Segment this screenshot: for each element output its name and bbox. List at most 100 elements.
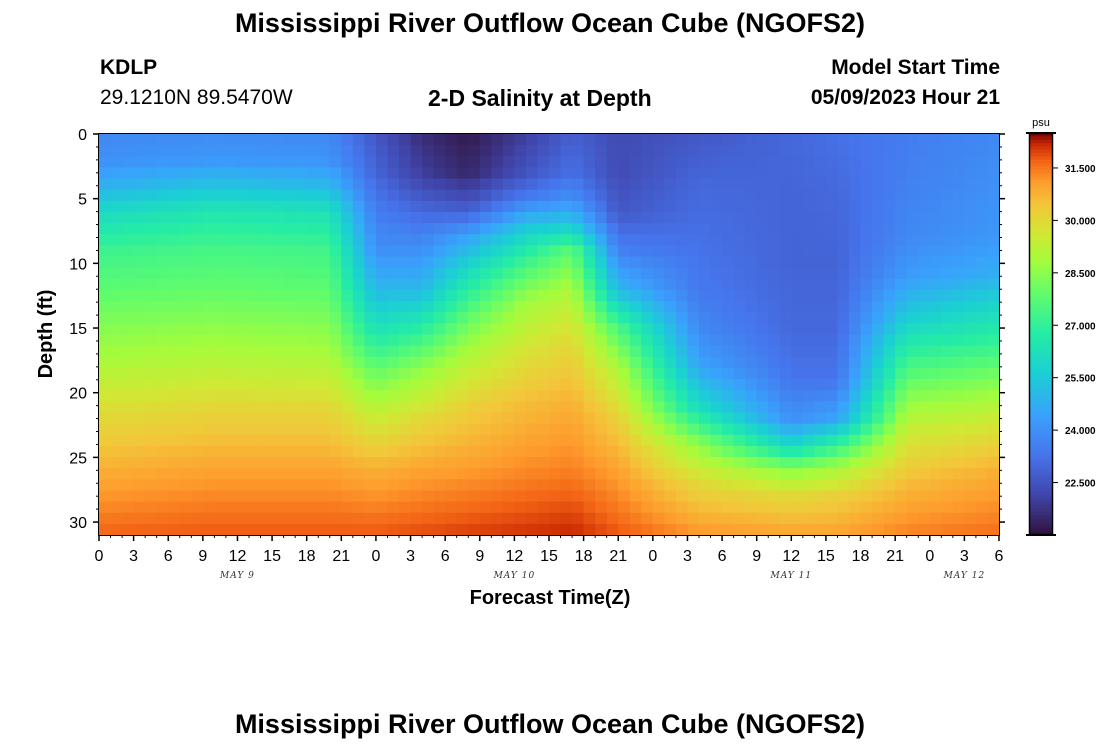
heatmap-cell [699, 367, 712, 380]
heatmap-cell [491, 223, 504, 235]
heatmap-cell [872, 434, 885, 447]
heatmap-cell [422, 256, 435, 269]
heatmap-cell [629, 267, 642, 280]
heatmap-cell [399, 390, 412, 402]
colorbar-segment [1029, 444, 1053, 449]
heatmap-cell [191, 256, 204, 269]
heatmap-cell [814, 167, 827, 180]
heatmap-cell [687, 434, 700, 447]
heatmap-cell [433, 145, 446, 157]
heatmap-cell [249, 189, 262, 202]
heatmap-cell [699, 434, 712, 447]
heatmap-cell [860, 211, 873, 224]
heatmap-cell [422, 479, 435, 492]
heatmap-cell [456, 234, 469, 246]
heatmap-cell [387, 412, 400, 425]
heatmap-cell [860, 156, 873, 169]
heatmap-cell [675, 401, 689, 414]
heatmap-cell [618, 490, 631, 503]
heatmap-cell [652, 223, 665, 235]
heatmap-cell [779, 211, 792, 224]
heatmap-cell [99, 445, 112, 458]
colorbar-segment [1029, 347, 1053, 352]
colorbar-segment [1029, 360, 1053, 365]
heatmap-cell [595, 301, 608, 313]
heatmap-cell [399, 434, 412, 447]
heatmap-cell [641, 223, 654, 235]
heatmap-cell [814, 312, 827, 324]
heatmap-cell [399, 401, 412, 414]
heatmap-cell [525, 457, 539, 469]
heatmap-cell [168, 234, 181, 246]
heatmap-cell [791, 401, 804, 414]
heatmap-cell [618, 289, 631, 302]
heatmap-cell [606, 312, 619, 324]
heatmap-cell [710, 356, 723, 369]
heatmap-cell [895, 512, 908, 525]
heatmap-cell [595, 445, 608, 458]
heatmap-cell [722, 523, 735, 536]
heatmap-cell [179, 301, 192, 313]
heatmap-cell [99, 323, 112, 336]
heatmap-cell [375, 256, 389, 269]
heatmap-cell [387, 289, 400, 302]
heatmap-cell [399, 234, 412, 246]
heatmap-cell [722, 267, 735, 280]
heatmap-cell [895, 312, 908, 324]
heatmap-cell [779, 312, 792, 324]
heatmap-cell [929, 200, 942, 213]
heatmap-cell [191, 245, 204, 258]
heatmap-cell [283, 278, 296, 291]
heatmap-cell [606, 256, 619, 269]
heatmap-cell [964, 289, 977, 302]
heatmap-cell [629, 523, 642, 536]
heatmap-cell [872, 445, 885, 458]
heatmap-cell [572, 401, 585, 414]
heatmap-cell [122, 479, 135, 492]
heatmap-cell [918, 267, 931, 280]
heatmap-cell [825, 178, 839, 191]
heatmap-cell [422, 501, 435, 514]
heatmap-cell [722, 345, 735, 358]
heatmap-cell [849, 401, 862, 414]
heatmap-cell [606, 390, 619, 402]
heatmap-cell [929, 156, 942, 169]
colorbar-segment [1029, 380, 1053, 385]
heatmap-cell [179, 289, 192, 302]
heatmap-cell [445, 379, 458, 391]
heatmap-cell [710, 167, 723, 180]
heatmap-cell [468, 189, 481, 202]
heatmap-cell [883, 278, 896, 291]
heatmap-cell [837, 334, 850, 347]
heatmap-cell [110, 434, 123, 447]
heatmap-cell [837, 245, 850, 258]
heatmap-cell [191, 156, 204, 169]
heatmap-cell [941, 145, 954, 157]
heatmap-cell [883, 178, 896, 191]
heatmap-cell [745, 312, 758, 324]
heatmap-cell [560, 323, 573, 336]
heatmap-cell [341, 200, 354, 213]
heatmap-cell [745, 178, 758, 191]
heatmap-cell [537, 323, 550, 336]
heatmap-cell [122, 457, 135, 469]
heatmap-cell [929, 356, 942, 369]
heatmap-cell [202, 468, 215, 480]
heatmap-cell [445, 278, 458, 291]
heatmap-cell [814, 334, 827, 347]
heatmap-cell [687, 401, 700, 414]
heatmap-cell [479, 479, 492, 492]
heatmap-cell [318, 189, 331, 202]
heatmap-cell [191, 379, 204, 391]
heatmap-cell [595, 312, 608, 324]
heatmap-cell [260, 445, 273, 458]
heatmap-cell [929, 390, 942, 402]
heatmap-cell [629, 245, 642, 258]
heatmap-cell [733, 234, 746, 246]
heatmap-cell [952, 256, 965, 269]
heatmap-cell [387, 211, 400, 224]
heatmap-cell [110, 457, 123, 469]
heatmap-cell [987, 390, 1000, 402]
heatmap-cell [722, 501, 735, 514]
heatmap-cell [387, 390, 400, 402]
